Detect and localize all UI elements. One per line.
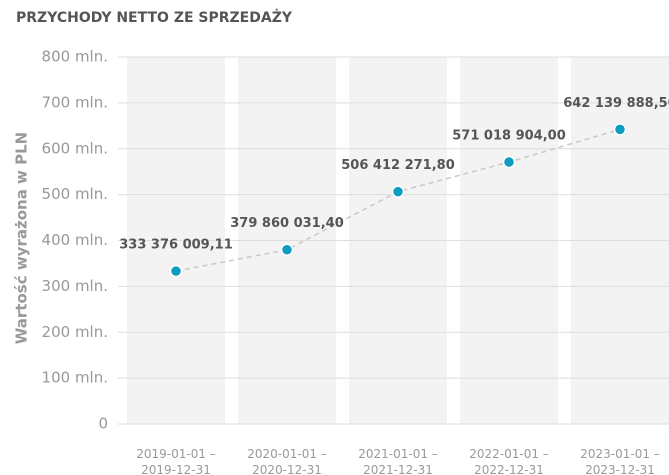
- y-tick-label: 400 mln.: [42, 231, 108, 249]
- x-tick-label: 2020-01-01 – 2020-12-31: [247, 447, 327, 475]
- data-point: [391, 185, 405, 198]
- y-tick-label: 100 mln.: [42, 369, 108, 387]
- data-point: [502, 155, 516, 169]
- y-axis-label: Wartość wyrażona w PLN: [13, 132, 31, 344]
- y-tick-label: 200 mln.: [42, 323, 108, 341]
- data-label: 571 018 904,00: [452, 129, 566, 144]
- x-tick-label: 2022-01-01 – 2022-12-31: [469, 447, 549, 475]
- y-tick-label: 700 mln.: [42, 93, 108, 111]
- data-point: [280, 243, 294, 256]
- data-label: 379 860 031,40: [230, 216, 344, 231]
- y-tick-label: 600 mln.: [42, 139, 108, 157]
- x-tick-label: 2023-01-01 – 2023-12-31: [580, 447, 660, 475]
- y-tick-label: 0: [98, 415, 108, 433]
- x-tick-label: 2021-01-01 – 2021-12-31: [358, 447, 438, 475]
- data-label: 506 412 271,80: [341, 158, 455, 173]
- data-label: 333 376 009,11: [119, 238, 233, 253]
- y-tick-label: 800 mln.: [42, 48, 108, 66]
- data-point: [613, 123, 627, 136]
- data-point: [169, 264, 183, 278]
- data-label: 642 139 888,50: [563, 96, 669, 111]
- y-tick-label: 300 mln.: [42, 277, 108, 295]
- y-tick-label: 500 mln.: [42, 185, 108, 203]
- chart-title: PRZYCHODY NETTO ZE SPRZEDAŻY: [16, 9, 293, 26]
- x-tick-label: 2019-01-01 – 2019-12-31: [136, 447, 216, 475]
